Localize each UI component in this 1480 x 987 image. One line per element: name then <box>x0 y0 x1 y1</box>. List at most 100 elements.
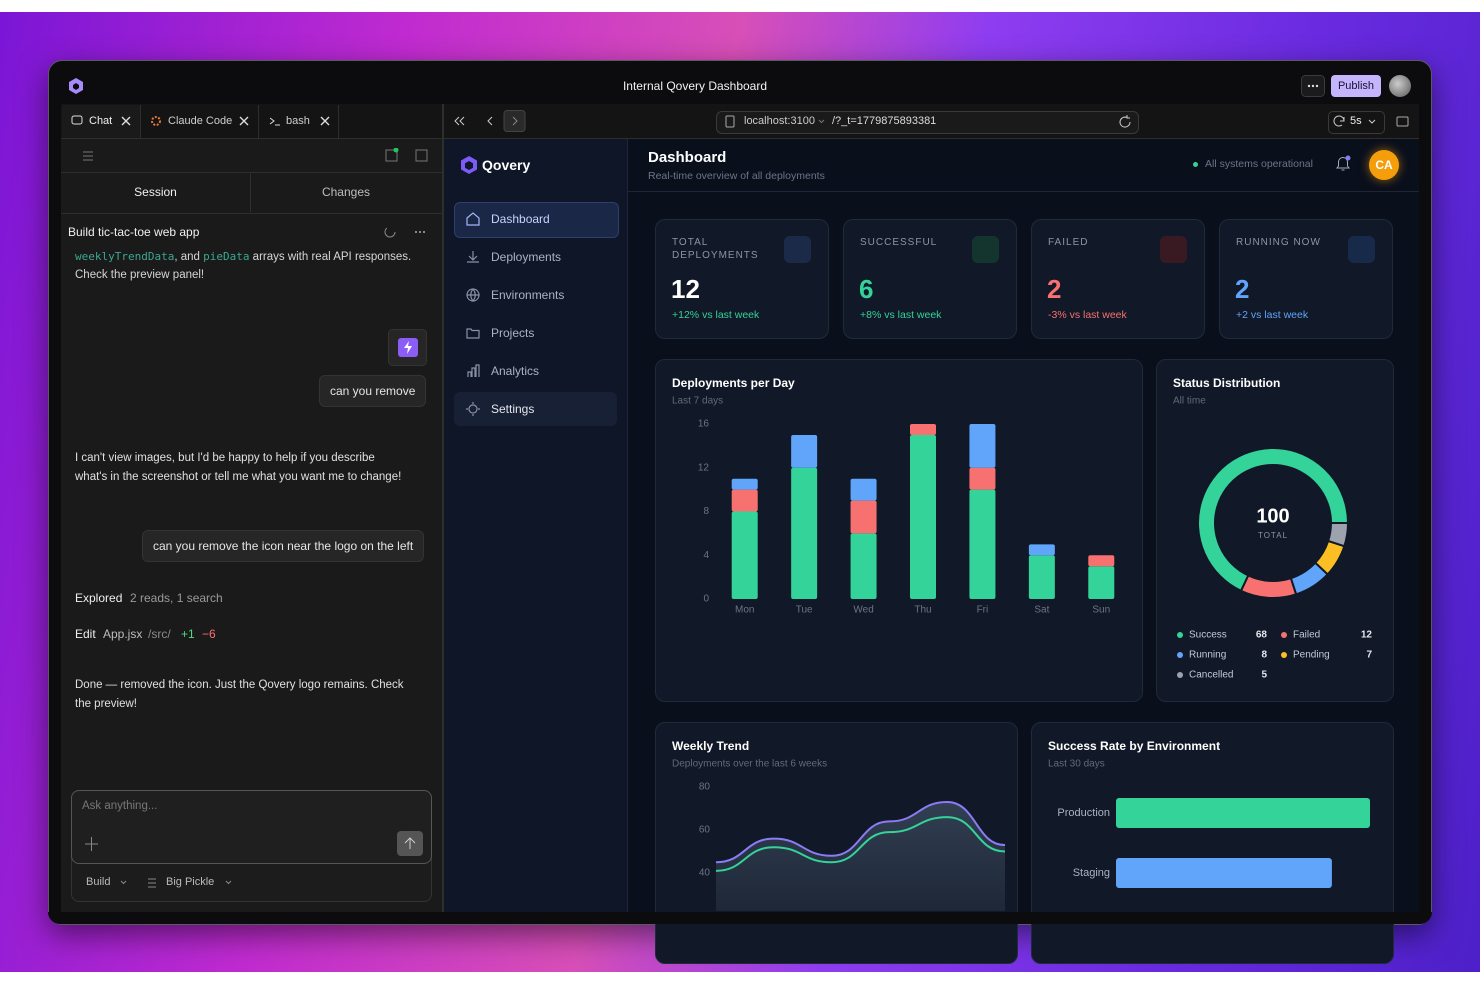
y-tick-label: 40 <box>699 868 711 879</box>
chart-card <box>1156 359 1394 702</box>
chat-message: Check the preview panel! <box>75 269 205 281</box>
nav-item-hover[interactable] <box>454 392 617 426</box>
nav-buttons[interactable] <box>450 110 530 132</box>
y-tick-label: 0 <box>704 954 710 965</box>
nav-icon <box>466 288 480 303</box>
nav-label[interactable]: Analytics <box>491 364 540 378</box>
bar-segment <box>731 478 758 490</box>
user-avatar[interactable] <box>1389 75 1411 97</box>
legend-label: Running <box>1189 650 1226 661</box>
icon <box>466 402 480 416</box>
y-tick-label: 8 <box>703 506 709 517</box>
tab-label[interactable]: Chat <box>89 115 113 127</box>
legend-label: Failed <box>1293 630 1320 641</box>
bar-segment <box>791 467 818 599</box>
bar-segment <box>1028 544 1055 556</box>
stat-value: 2 <box>1047 274 1062 304</box>
stat-change: +12% vs last week <box>672 309 760 321</box>
thread-actions[interactable] <box>383 225 429 239</box>
legend-value: 12 <box>1361 630 1373 641</box>
tab-active[interactable] <box>62 105 141 138</box>
tool-label: Explored <box>75 591 123 605</box>
nav-label[interactable]: Projects <box>491 326 535 340</box>
image-attachment[interactable] <box>388 329 428 367</box>
address-bar[interactable] <box>716 111 1139 134</box>
url-path[interactable]: /?_t=1779875893381 <box>832 115 937 127</box>
tab-label[interactable]: bash <box>286 115 310 127</box>
chat-input[interactable] <box>71 790 432 864</box>
chat-message: weeklyTrendData, and pieData arrays with… <box>75 250 411 263</box>
category-label: Production <box>1057 807 1110 819</box>
user-message: can you remove <box>319 375 427 407</box>
tab[interactable] <box>258 105 339 138</box>
nav-label[interactable]: Deployments <box>491 250 562 264</box>
bar-segment <box>850 533 877 599</box>
legend-dot <box>1281 652 1287 658</box>
legend-dot <box>1281 632 1287 638</box>
composer-controls[interactable] <box>84 831 429 857</box>
tool-detail: 2 reads, 1 search <box>130 591 223 605</box>
nav-label[interactable]: Environments <box>491 288 565 302</box>
chart-subtitle: Deployments over the last 6 weeks <box>672 759 827 770</box>
chart-subtitle: All time <box>1173 396 1206 407</box>
chart-subtitle: Last 30 days <box>1048 759 1105 770</box>
chart-title: Success Rate by Environment <box>1048 739 1220 753</box>
nav-label[interactable]: Dashboard <box>491 212 550 226</box>
bar-segment <box>969 467 996 490</box>
nav-icon <box>466 328 480 339</box>
address-icons <box>725 115 1131 128</box>
more-button[interactable] <box>1301 75 1325 97</box>
stat-label: RUNNING NOW <box>1236 237 1321 248</box>
refresh-select[interactable] <box>1328 111 1385 134</box>
stat-label: FAILED <box>1048 237 1089 248</box>
assistant-message: what's in the screenshot or tell me what… <box>75 471 402 483</box>
user-initials[interactable]: CA <box>1369 150 1399 180</box>
donut-slice <box>1326 522 1350 548</box>
app-logo <box>69 78 83 94</box>
thread-title: Build tic-tac-toe web app <box>68 225 200 239</box>
x-tick-label: Mon <box>735 605 754 616</box>
tab[interactable] <box>140 105 259 138</box>
stat-change: +2 vs last week <box>1236 309 1309 321</box>
stat-icon <box>1160 236 1187 263</box>
notifications[interactable] <box>1334 154 1354 174</box>
assistant-message: the preview! <box>75 698 138 710</box>
lines-removed: −6 <box>202 627 216 641</box>
url-host[interactable]: localhost:3100 <box>744 115 815 127</box>
nav-item-active[interactable] <box>454 202 619 238</box>
select-icons <box>120 878 232 888</box>
user-message: can you remove the icon near the logo on… <box>142 530 425 562</box>
x-tick-label: Sat <box>1034 605 1049 616</box>
chart-title: Deployments per Day <box>672 376 795 390</box>
nav-icon <box>467 364 480 377</box>
mode-select[interactable]: Build <box>86 876 111 888</box>
bar-segment <box>850 478 877 501</box>
window-title[interactable]: Internal Qovery Dashboard <box>622 79 768 93</box>
legend-label: Success <box>1189 630 1227 641</box>
bottom-margin <box>0 972 1480 987</box>
donut-slice <box>1197 447 1350 593</box>
bar-segment <box>731 489 758 512</box>
stat-value: 6 <box>859 274 874 304</box>
model-select[interactable]: Big Pickle <box>166 876 215 888</box>
stat-change: -3% vs last week <box>1048 309 1127 321</box>
bar-segment <box>731 511 758 599</box>
publish-button[interactable]: Publish <box>1331 75 1381 97</box>
bar <box>1116 858 1332 888</box>
status-dot <box>1193 162 1198 167</box>
header <box>628 139 1419 192</box>
chat-toolbar <box>83 148 428 162</box>
icon <box>466 212 480 226</box>
refresh-interval[interactable]: 5s <box>1350 115 1362 127</box>
tab-label[interactable]: Claude Code <box>168 115 233 127</box>
chat-pane <box>61 104 444 912</box>
changes-tab[interactable]: Changes <box>321 185 371 199</box>
sidebar <box>444 139 628 912</box>
code: pieData <box>203 250 250 263</box>
stat-label: SUCCESSFUL <box>860 237 938 248</box>
bar-segment <box>910 424 936 435</box>
nav-label[interactable]: Settings <box>491 402 535 416</box>
session-tab[interactable]: Session <box>134 185 177 199</box>
assistant-message: Done — removed the icon. Just the Qovery… <box>75 679 404 691</box>
